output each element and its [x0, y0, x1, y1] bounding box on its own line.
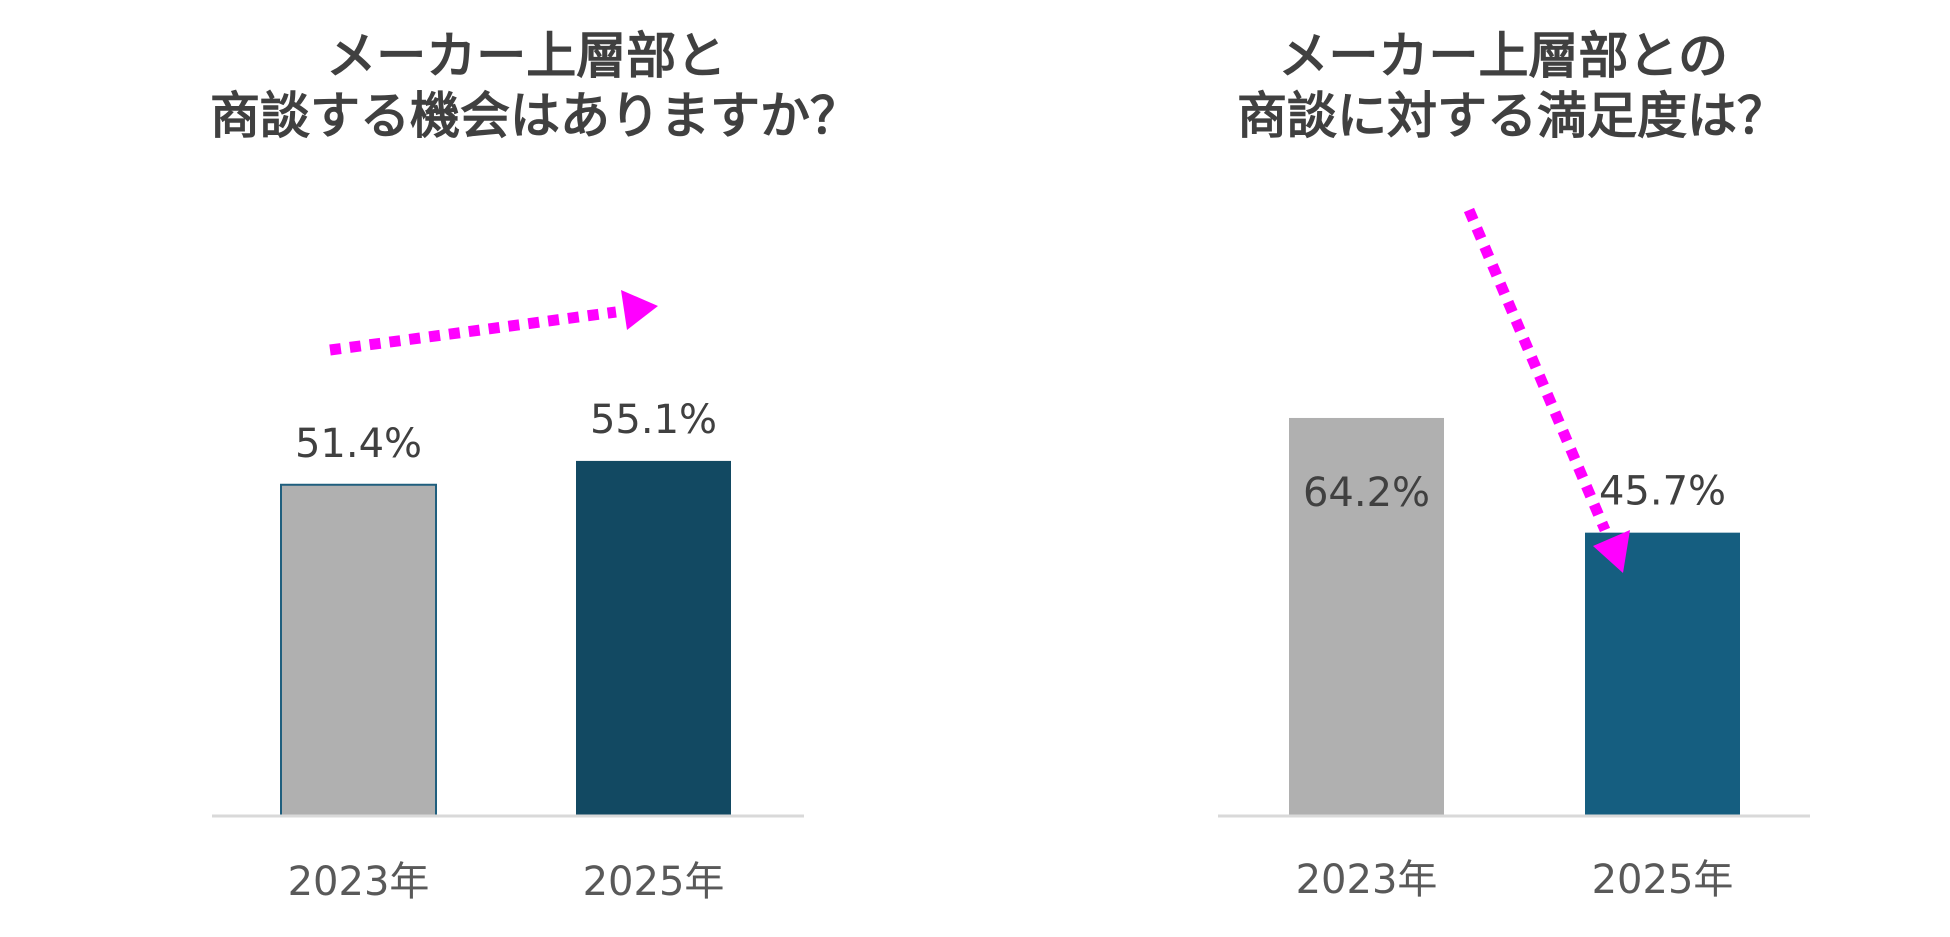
bar-group — [280, 460, 731, 817]
chart-title-line-1: メーカー上層部との — [1279, 27, 1729, 85]
chart-title: メーカー上層部との 商談に対する満足度は？ — [1237, 27, 1787, 145]
x-tick-label-2025: 2025年 — [583, 859, 725, 905]
x-tick-label-2023: 2023年 — [1296, 857, 1438, 903]
bar-2025 — [1585, 532, 1740, 816]
chart-meeting-opportunity: メーカー上層部と 商談する機会はありますか？ 51.4% 55.1% 2023年… — [210, 27, 860, 905]
data-label-2025: 55.1% — [590, 397, 717, 443]
chart-title-line-2: 商談に対する満足度は？ — [1237, 87, 1787, 145]
trend-arrow-shaft — [329, 306, 617, 356]
data-label-group: 51.4% 55.1% — [295, 397, 717, 467]
x-axis-ticks: 2023年 2025年 — [288, 859, 725, 905]
data-label-group: 64.2% 45.7% — [1303, 469, 1726, 516]
chart-meeting-satisfaction: メーカー上層部との 商談に対する満足度は？ 64.2% 45.7% 2023年 … — [1218, 27, 1810, 903]
trend-arrow-head — [621, 290, 658, 330]
trend-arrow-head — [1593, 530, 1630, 573]
data-label-2023: 64.2% — [1303, 470, 1430, 516]
bar-2023 — [280, 483, 437, 817]
x-tick-label-2025: 2025年 — [1592, 857, 1734, 903]
chart-title: メーカー上層部と 商談する機会はありますか？ — [210, 27, 860, 145]
bar-2025 — [576, 460, 731, 816]
bar-2023 — [1289, 417, 1444, 816]
x-axis-ticks: 2023年 2025年 — [1296, 857, 1734, 903]
chart-title-line-2: 商談する機会はありますか？ — [210, 87, 860, 145]
bar-group — [1289, 417, 1740, 816]
trend-arrow-shaft — [1463, 207, 1611, 533]
trend-arrow-down — [1463, 207, 1630, 573]
x-tick-label-2023: 2023年 — [288, 859, 430, 905]
data-label-2025: 45.7% — [1599, 469, 1726, 515]
trend-arrow-up — [329, 290, 658, 356]
chart-title-line-1: メーカー上層部と — [326, 27, 726, 85]
data-label-2023: 51.4% — [295, 421, 422, 467]
